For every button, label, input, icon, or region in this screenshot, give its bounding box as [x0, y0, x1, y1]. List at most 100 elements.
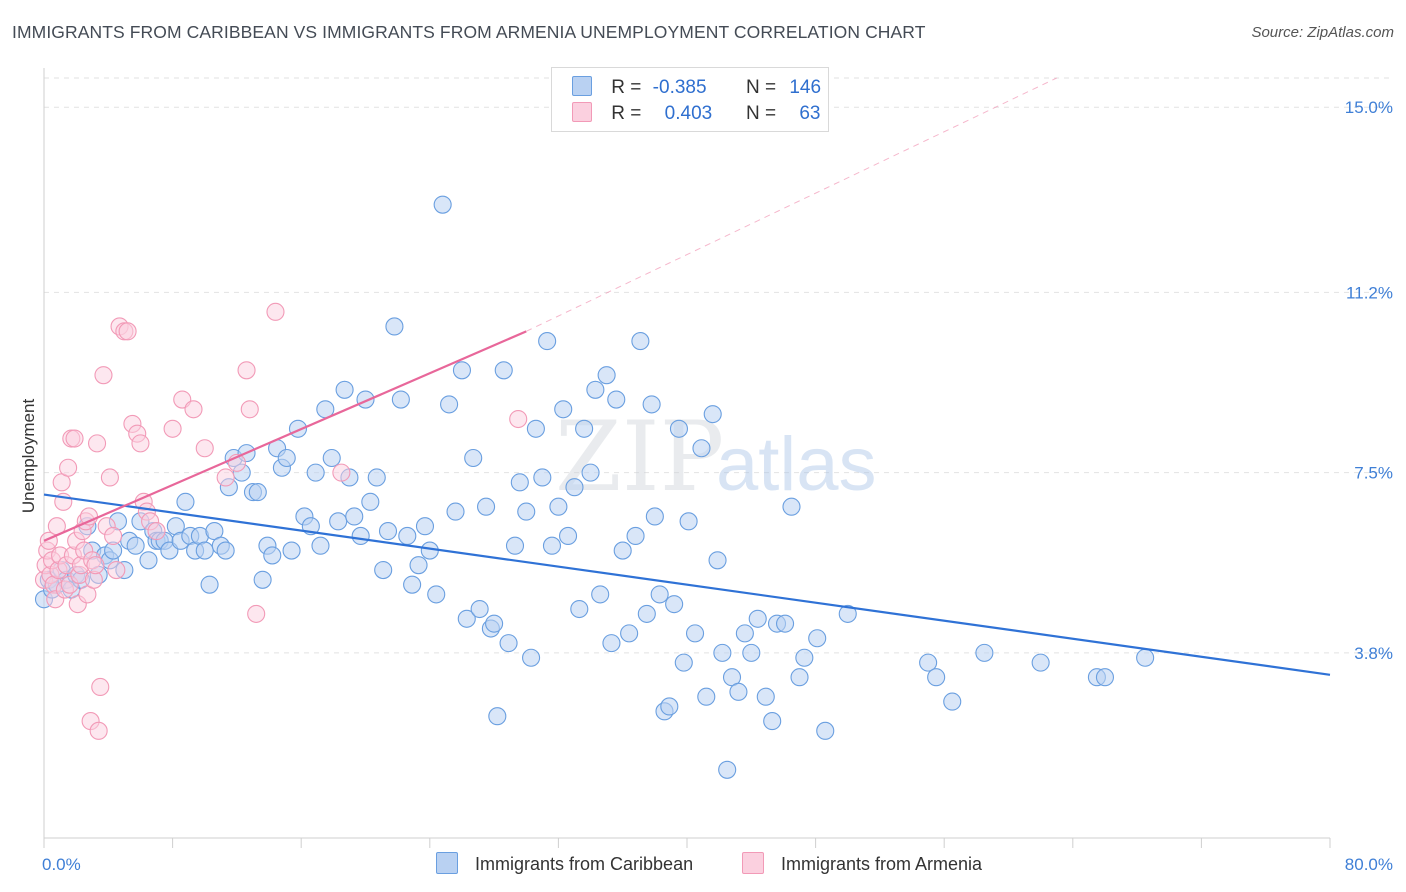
watermark-atlas: atlas: [716, 422, 877, 507]
data-point-caribbean: [409, 556, 428, 575]
data-point-caribbean: [470, 599, 489, 619]
legend-label-caribbean: Immigrants from Caribbean: [475, 854, 694, 874]
data-point-armenia: [332, 463, 351, 482]
data-point-armenia: [100, 468, 119, 487]
data-point-caribbean: [464, 448, 483, 468]
data-point-armenia: [107, 561, 126, 580]
data-point-armenia: [65, 429, 84, 448]
data-point-caribbean: [631, 332, 650, 351]
data-point-caribbean: [494, 361, 513, 380]
data-point-caribbean: [591, 585, 610, 604]
axes: [43, 68, 1331, 848]
data-point-armenia: [104, 526, 123, 545]
data-point-caribbean: [322, 448, 341, 468]
legend-label-armenia: Immigrants from Armenia: [781, 854, 983, 874]
data-point-caribbean: [713, 643, 732, 662]
data-point-caribbean: [126, 536, 145, 555]
data-point-caribbean: [306, 463, 325, 482]
data-point-caribbean: [729, 682, 748, 701]
data-point-caribbean: [253, 570, 272, 589]
data-point-armenia: [240, 400, 259, 419]
data-point-caribbean: [620, 624, 639, 643]
data-point-caribbean: [1136, 648, 1155, 667]
data-point-caribbean: [538, 332, 557, 351]
data-point-caribbean: [943, 692, 962, 711]
data-point-caribbean: [816, 721, 835, 740]
data-point-armenia: [94, 366, 113, 385]
data-point-caribbean: [452, 361, 472, 380]
y-axis-label: Unemployment: [19, 399, 38, 514]
legend-swatch-caribbean: [572, 76, 592, 96]
data-point-caribbean: [838, 604, 857, 623]
chart-title: IMMIGRANTS FROM CARIBBEAN VS IMMIGRANTS …: [12, 22, 926, 42]
trend-line-armenia-extension: [526, 77, 1057, 332]
data-point-caribbean: [776, 614, 795, 633]
data-point-caribbean: [613, 541, 632, 560]
data-point-caribbean: [692, 439, 711, 458]
legend-n-value: 146: [789, 77, 822, 98]
legend-r-label: R =: [611, 77, 642, 98]
data-point-armenia: [89, 721, 108, 740]
data-point-armenia: [247, 604, 266, 623]
data-point-caribbean: [808, 629, 827, 648]
data-point-caribbean: [549, 497, 568, 516]
data-point-caribbean: [526, 419, 545, 438]
data-point-caribbean: [216, 541, 235, 560]
legend-n-label: N =: [745, 77, 777, 98]
data-point-armenia: [195, 439, 214, 458]
data-point-armenia: [147, 522, 166, 541]
legend-swatch-caribbean: [436, 852, 458, 874]
series-caribbean: [34, 195, 1155, 779]
data-point-caribbean: [708, 551, 727, 570]
data-point-caribbean: [517, 502, 536, 521]
data-point-caribbean: [697, 687, 716, 706]
data-point-caribbean: [581, 463, 600, 482]
data-point-caribbean: [385, 317, 404, 336]
y-tick-label: 3.8%: [1354, 644, 1393, 663]
data-point-armenia: [86, 556, 105, 575]
data-point-caribbean: [542, 536, 562, 555]
data-point-caribbean: [200, 575, 219, 594]
y-tick-label: 11.2%: [1346, 283, 1393, 302]
data-point-caribbean: [139, 551, 158, 570]
data-point-caribbean: [703, 405, 722, 424]
y-tick-label: 15.0%: [1345, 98, 1393, 117]
data-point-caribbean: [522, 648, 541, 667]
data-point-caribbean: [674, 653, 693, 672]
data-point-caribbean: [440, 395, 459, 414]
data-point-caribbean: [335, 380, 354, 399]
data-point-caribbean: [660, 697, 679, 716]
data-point-caribbean: [361, 492, 380, 511]
data-point-caribbean: [457, 609, 476, 628]
data-point-caribbean: [790, 668, 809, 687]
data-point-caribbean: [927, 668, 946, 687]
data-point-caribbean: [756, 687, 775, 706]
data-point-caribbean: [391, 390, 410, 409]
data-point-caribbean: [477, 497, 496, 516]
legend-swatch-armenia: [572, 102, 592, 122]
data-point-caribbean: [248, 483, 267, 502]
y-tick-label: 7.5%: [1354, 464, 1393, 483]
data-point-caribbean: [1031, 653, 1050, 672]
data-point-caribbean: [263, 546, 282, 565]
data-point-caribbean: [607, 390, 626, 409]
data-point-caribbean: [427, 585, 446, 604]
data-point-caribbean: [415, 517, 435, 536]
data-point-armenia: [91, 677, 110, 697]
data-point-caribbean: [558, 526, 578, 545]
data-point-caribbean: [642, 395, 661, 414]
series-armenia: [34, 302, 528, 740]
data-point-armenia: [509, 409, 528, 429]
trend-line-armenia: [43, 330, 527, 542]
data-point-caribbean: [499, 634, 518, 653]
data-point-armenia: [118, 322, 137, 341]
data-point-caribbean: [345, 507, 364, 526]
data-point-caribbean: [433, 195, 452, 214]
data-point-caribbean: [554, 400, 573, 419]
series-legend: Immigrants from Caribbean Immigrants fro…: [0, 852, 1406, 878]
legend-swatch-armenia: [742, 852, 764, 874]
data-point-caribbean: [742, 643, 761, 662]
legend-item-armenia: Immigrants from Armenia: [742, 852, 982, 875]
data-point-caribbean: [645, 507, 664, 526]
